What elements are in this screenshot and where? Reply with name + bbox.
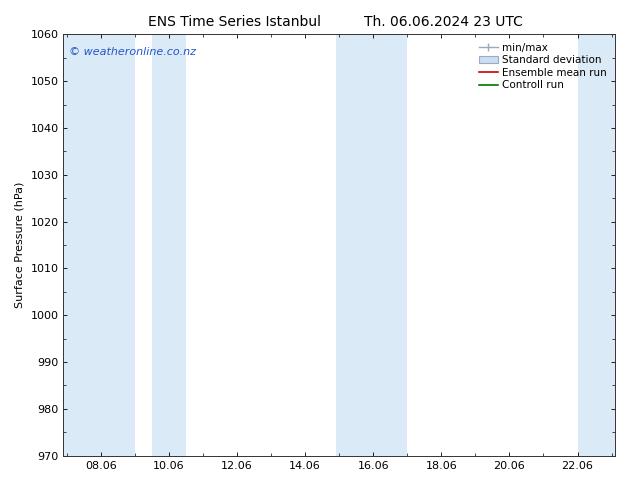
Bar [578,34,615,456]
Bar [152,34,186,456]
Text: ENS Time Series Istanbul: ENS Time Series Istanbul [148,15,321,29]
Bar [63,34,135,456]
Y-axis label: Surface Pressure (hPa): Surface Pressure (hPa) [15,182,25,308]
Text: Th. 06.06.2024 23 UTC: Th. 06.06.2024 23 UTC [365,15,523,29]
Legend: min/max, Standard deviation, Ensemble mean run, Controll run: min/max, Standard deviation, Ensemble me… [476,40,610,94]
Bar [336,34,407,456]
Text: © weatheronline.co.nz: © weatheronline.co.nz [69,47,196,57]
